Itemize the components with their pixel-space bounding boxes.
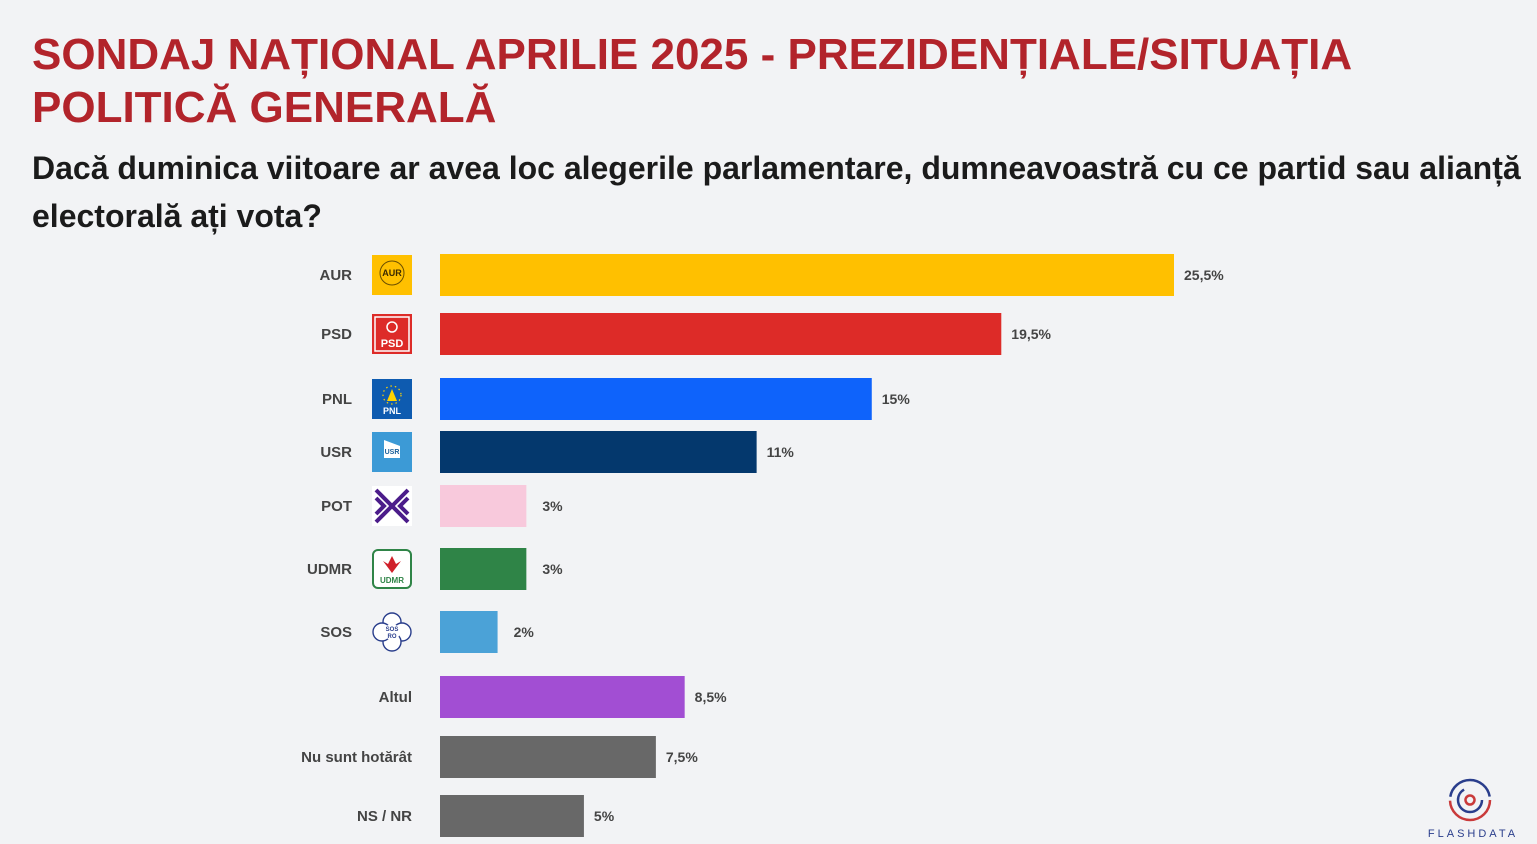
category-label: USR <box>320 444 352 461</box>
bar <box>440 431 757 473</box>
logo-text: SOS <box>386 627 399 633</box>
pnl-logo-icon: PNL <box>372 379 412 419</box>
chart-title: SONDAJ NAȚIONAL APRILIE 2025 - PREZIDENȚ… <box>32 30 1351 132</box>
bar <box>440 676 685 718</box>
usr-logo-icon: USR <box>372 432 412 472</box>
bar <box>440 485 527 527</box>
bar <box>440 795 584 837</box>
bar <box>440 548 527 590</box>
category-label: PSD <box>321 326 352 343</box>
bar-row-pot: POT 3% <box>321 485 563 527</box>
chart-subtitle: Dacă duminica viitoare ar avea loc alege… <box>32 150 1521 234</box>
category-label: Altul <box>379 689 412 706</box>
category-label: UDMR <box>307 561 352 578</box>
logo-text: UDMR <box>380 576 404 585</box>
bar <box>440 736 656 778</box>
category-label: POT <box>321 498 352 515</box>
flashdata-brand: FLASHDATA <box>1418 776 1528 844</box>
udmr-logo-icon: UDMR <box>372 549 412 589</box>
bar-row-aur: AUR AUR 25,5% <box>320 254 1224 296</box>
logo-text: AUR <box>382 268 402 278</box>
value-label: 7,5% <box>666 749 698 765</box>
aur-logo-icon: AUR <box>372 255 412 295</box>
logo-text: PNL <box>383 406 402 416</box>
category-label: NS / NR <box>357 808 412 825</box>
value-label: 19,5% <box>1011 326 1051 342</box>
category-label: Nu sunt hotărât <box>301 749 412 766</box>
flashdata-wordmark: FLASHDATA <box>1427 828 1519 840</box>
value-label: 15% <box>882 391 911 407</box>
value-label: 5% <box>594 808 615 824</box>
bar <box>440 313 1002 355</box>
value-label: 2% <box>514 624 535 640</box>
bar <box>440 254 1174 296</box>
logo-text: RO <box>388 634 397 640</box>
bar-row-altul: Altul 8,5% <box>379 676 727 718</box>
bar-row-usr: USR USR 11% <box>320 431 794 473</box>
flashdata-logo-icon <box>1448 778 1492 822</box>
value-label: 8,5% <box>695 689 727 705</box>
category-label: AUR <box>320 267 353 284</box>
bar <box>440 611 498 653</box>
bar-row-pnl: PNL PNL 15% <box>322 378 910 420</box>
bar-row-ns-nr: NS / NR 5% <box>357 795 615 837</box>
bar-row-udmr: UDMR UDMR 3% <box>307 548 563 590</box>
value-label: 3% <box>542 498 563 514</box>
bar <box>440 378 872 420</box>
bar-row-psd: PSD PSD 19,5% <box>321 313 1052 355</box>
logo-text: USR <box>385 449 400 456</box>
category-label: PNL <box>322 391 352 408</box>
value-label: 3% <box>542 561 563 577</box>
logo-text: PSD <box>381 338 404 350</box>
value-label: 11% <box>767 444 795 460</box>
psd-logo-icon: PSD <box>372 314 412 354</box>
value-label: 25,5% <box>1184 267 1224 283</box>
pot-logo-icon <box>372 486 412 526</box>
bar-row-nu-sunt-hotărât: Nu sunt hotărât 7,5% <box>301 736 698 778</box>
category-label: SOS <box>320 624 352 641</box>
